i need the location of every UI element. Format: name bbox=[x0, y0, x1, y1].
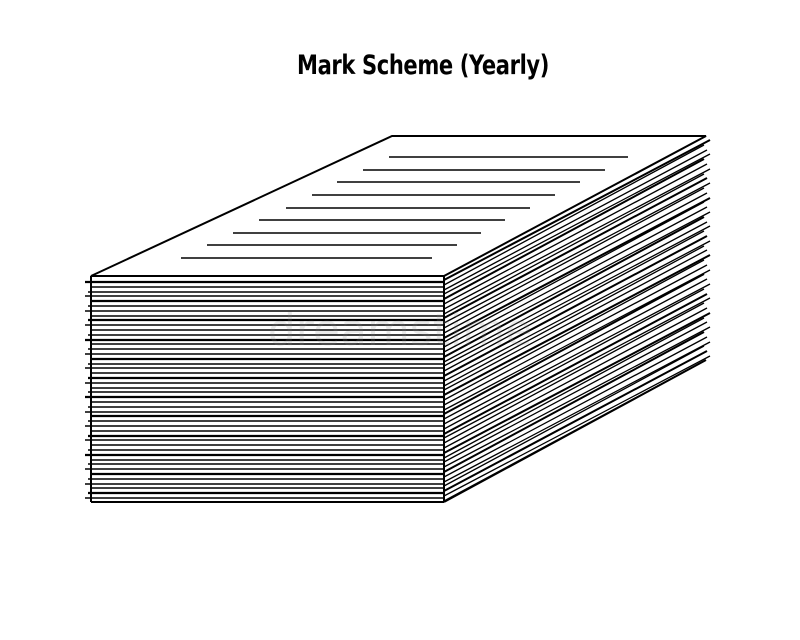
stack-side-face bbox=[443, 139, 711, 502]
sheet-edge-side bbox=[443, 269, 711, 411]
sheet-edge-side bbox=[443, 173, 705, 315]
sheet-edge-side bbox=[443, 264, 708, 406]
sheet-edge-side bbox=[443, 259, 705, 401]
sheet-edge-side bbox=[443, 302, 705, 444]
sheet-edge-side bbox=[443, 177, 708, 319]
sheet-edge-side bbox=[443, 144, 705, 286]
sheet-edge-side bbox=[443, 326, 711, 468]
sheet-edge-side bbox=[443, 245, 705, 387]
sheet-edge-side bbox=[443, 345, 705, 487]
sheet-edge-side bbox=[443, 350, 708, 492]
sheet-edge-side bbox=[443, 201, 705, 343]
sheet-edge-side bbox=[443, 153, 711, 295]
sheet-edge-side bbox=[443, 221, 708, 363]
sheet-edge-side bbox=[443, 254, 711, 396]
sheet-edge-side bbox=[443, 312, 711, 454]
sheet-edge-side bbox=[443, 216, 705, 358]
sheet-edge-side bbox=[443, 321, 708, 463]
sheet-edge-side bbox=[443, 206, 708, 348]
sheet-edge-side bbox=[443, 187, 705, 329]
sheet-edge-side bbox=[443, 149, 708, 291]
sheet-edge-side bbox=[443, 182, 711, 324]
sheet-edge-side bbox=[443, 297, 711, 439]
sheet-edge-side bbox=[443, 331, 705, 473]
sheet-edge-side bbox=[443, 139, 711, 281]
sheet-edge-side bbox=[443, 341, 711, 483]
sheet-edge-side bbox=[443, 317, 705, 459]
sheet-edge-side bbox=[443, 192, 708, 334]
sheet-edge-side bbox=[443, 273, 705, 415]
sheet-edge-side bbox=[443, 230, 705, 372]
sheet-edge-side bbox=[443, 168, 711, 310]
stack-outline bbox=[90, 276, 707, 503]
sheet-edge-side bbox=[443, 283, 711, 425]
page-title: Mark Scheme (Yearly) bbox=[297, 50, 549, 81]
sheet-edge-side bbox=[443, 249, 708, 391]
sheet-edge-side bbox=[443, 225, 711, 367]
sheet-edge-side bbox=[443, 197, 711, 339]
sheet-edge-side bbox=[443, 235, 708, 377]
sheet-edge-side bbox=[443, 158, 705, 300]
sheet-edge-side bbox=[443, 355, 711, 497]
sheet-edge-side bbox=[443, 278, 708, 420]
top-sheet-text-lines bbox=[181, 156, 628, 259]
sheet-edge-side bbox=[443, 163, 708, 305]
sheet-edge-side bbox=[443, 293, 708, 435]
stack-front-face bbox=[85, 280, 444, 499]
sheet-edge-side bbox=[443, 211, 711, 353]
sheet-edge-side bbox=[443, 240, 711, 382]
sheet-edge-side bbox=[443, 336, 708, 478]
sheet-edge-side bbox=[443, 307, 708, 449]
sheet-edge-side bbox=[443, 288, 705, 430]
